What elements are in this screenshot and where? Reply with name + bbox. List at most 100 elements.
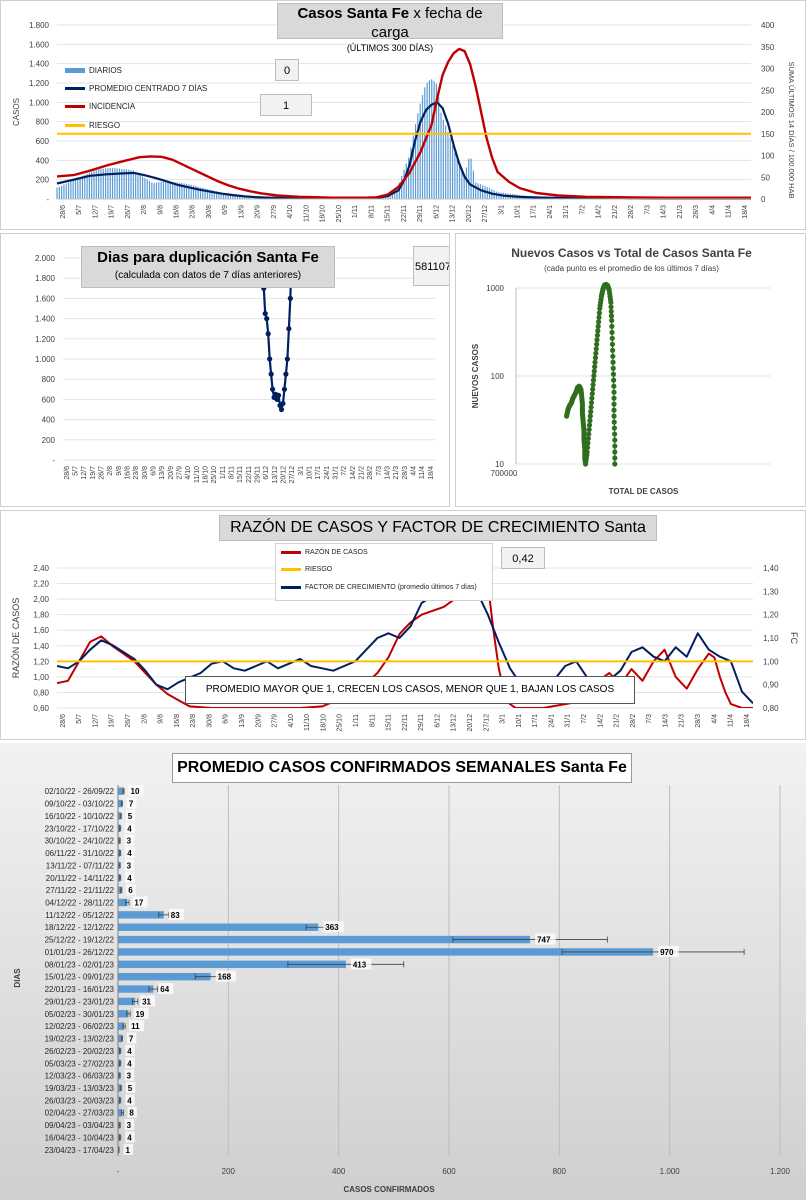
daily-bar (428, 80, 431, 199)
x-tick-label: 7/3 (644, 205, 651, 215)
legend-label: RIESGO (89, 121, 121, 130)
scatter-point (611, 377, 617, 383)
x-tick-label: 17/1 (532, 714, 539, 728)
scatter-point (609, 329, 615, 335)
doubling-point (262, 310, 268, 317)
daily-bar (213, 190, 215, 199)
scatter-point (594, 341, 600, 347)
x-tick-label: 22/11 (246, 466, 253, 483)
daily-bar (236, 195, 239, 199)
x-tick-label: 5/7 (76, 714, 83, 724)
daily-bar (79, 176, 81, 199)
x-tick-label: 3/1 (498, 205, 505, 215)
scatter-point (611, 419, 617, 425)
bar (118, 1034, 122, 1043)
x-tick-label: 12/7 (92, 205, 99, 219)
data-label: 3 (127, 837, 132, 846)
daily-bar (461, 168, 463, 199)
y-tick-label: 1.000 (35, 355, 56, 364)
daily-bar (435, 83, 437, 199)
daily-bar (458, 164, 461, 199)
daily-bar (454, 152, 456, 199)
daily-bar (234, 195, 236, 199)
daily-bar (465, 167, 468, 199)
scatter-point (610, 365, 616, 371)
data-label-bg (127, 1106, 137, 1118)
y-tick-label: 0,60 (33, 704, 49, 713)
scatter-point (612, 455, 618, 461)
data-label-bg (123, 1143, 134, 1155)
y-tick-label: 1,60 (33, 626, 49, 635)
bar (118, 1047, 121, 1055)
x-tick-label: 29/11 (417, 205, 424, 222)
daily-bar (451, 145, 454, 199)
x-tick-label: 27/12 (482, 205, 489, 223)
category-label: 29/01/23 - 23/01/23 (45, 997, 115, 1006)
data-label: 1 (126, 1146, 131, 1155)
chart-subtitle: (cada punto es el promedio de los último… (544, 264, 719, 273)
daily-bar (151, 182, 153, 199)
bar (118, 886, 122, 894)
scatter-point (584, 449, 590, 455)
daily-bar (426, 82, 428, 199)
legend-box (275, 543, 493, 601)
x-tick-label: 1/11 (220, 466, 227, 479)
y-tick-label: 800 (36, 118, 50, 127)
y-tick-label: 1,20 (33, 657, 49, 666)
scatter-point (588, 409, 594, 415)
x-tick-label: 25/10 (336, 205, 343, 223)
legend-item-razon: RAZÓN DE CASOS (281, 549, 368, 556)
scatter-point (585, 435, 591, 442)
data-label-bg (124, 1119, 135, 1131)
daily-bar (431, 79, 433, 199)
bar (118, 911, 164, 919)
scatter-point (586, 426, 592, 433)
x-tick-label: 5/7 (76, 205, 83, 215)
x-tick-label: 2/8 (141, 205, 148, 215)
doubling-days-plot: - 200 400 600 800 1.000 1.200 1.400 1.600 1.800 2.… (35, 250, 435, 484)
data-label: 4 (127, 824, 132, 833)
x-tick-label: 22/11 (401, 205, 408, 222)
scatter-point (592, 364, 598, 370)
category-label: 05/03/23 - 27/02/23 (45, 1059, 115, 1068)
bar (118, 997, 136, 1006)
x-tick-label: 27/9 (272, 714, 279, 728)
y-tick-label: 600 (42, 395, 56, 404)
daily-bar (447, 132, 449, 199)
daily-bar (197, 186, 199, 199)
x-tick-label: 14/3 (385, 466, 392, 480)
bar (118, 812, 121, 820)
daily-bar (123, 169, 125, 199)
x-tick-label: 14/2 (597, 714, 604, 728)
doubling-point (283, 371, 289, 377)
doubling-point (268, 371, 274, 377)
daily-bar (72, 180, 74, 199)
y-axis-label: RAZÓN DE CASOS (11, 598, 21, 679)
x-tick-label: 4/4 (411, 466, 418, 476)
data-label-bg (126, 1032, 137, 1044)
legend-item-fc: FACTOR DE CRECIMIENTO (promedio últimos … (281, 584, 477, 591)
y-tick-label: 1,40 (33, 642, 49, 651)
x-tick-label: 4/10 (287, 205, 294, 219)
daily-bar (408, 157, 410, 199)
daily-bar (100, 168, 102, 199)
category-label: 26/03/23 - 20/03/23 (45, 1096, 115, 1105)
scatter-point (596, 314, 602, 320)
daily-bar (202, 187, 204, 199)
daily-bar (195, 186, 197, 199)
x-tick-label: 21/2 (614, 714, 621, 728)
x-tick-label: 5/7 (73, 466, 80, 476)
data-label: 3 (127, 1121, 132, 1130)
x-tick-label: 28/6 (60, 205, 67, 219)
new-vs-total-chart: 10 100 1000 700000 TOTAL DE CASOS NUEVOS CASO… (455, 233, 806, 507)
scatter-point (588, 404, 594, 410)
y2-tick-label: 300 (761, 65, 775, 74)
x-tick-label: 18/10 (320, 205, 327, 223)
data-label: 7 (129, 800, 134, 809)
daily-bar (148, 181, 151, 199)
daily-bar (58, 186, 60, 199)
y-tick-label: 200 (42, 436, 56, 445)
scatter-point (585, 440, 591, 446)
data-label: 4 (127, 1047, 132, 1056)
y2-tick-label: 0,90 (763, 681, 779, 690)
